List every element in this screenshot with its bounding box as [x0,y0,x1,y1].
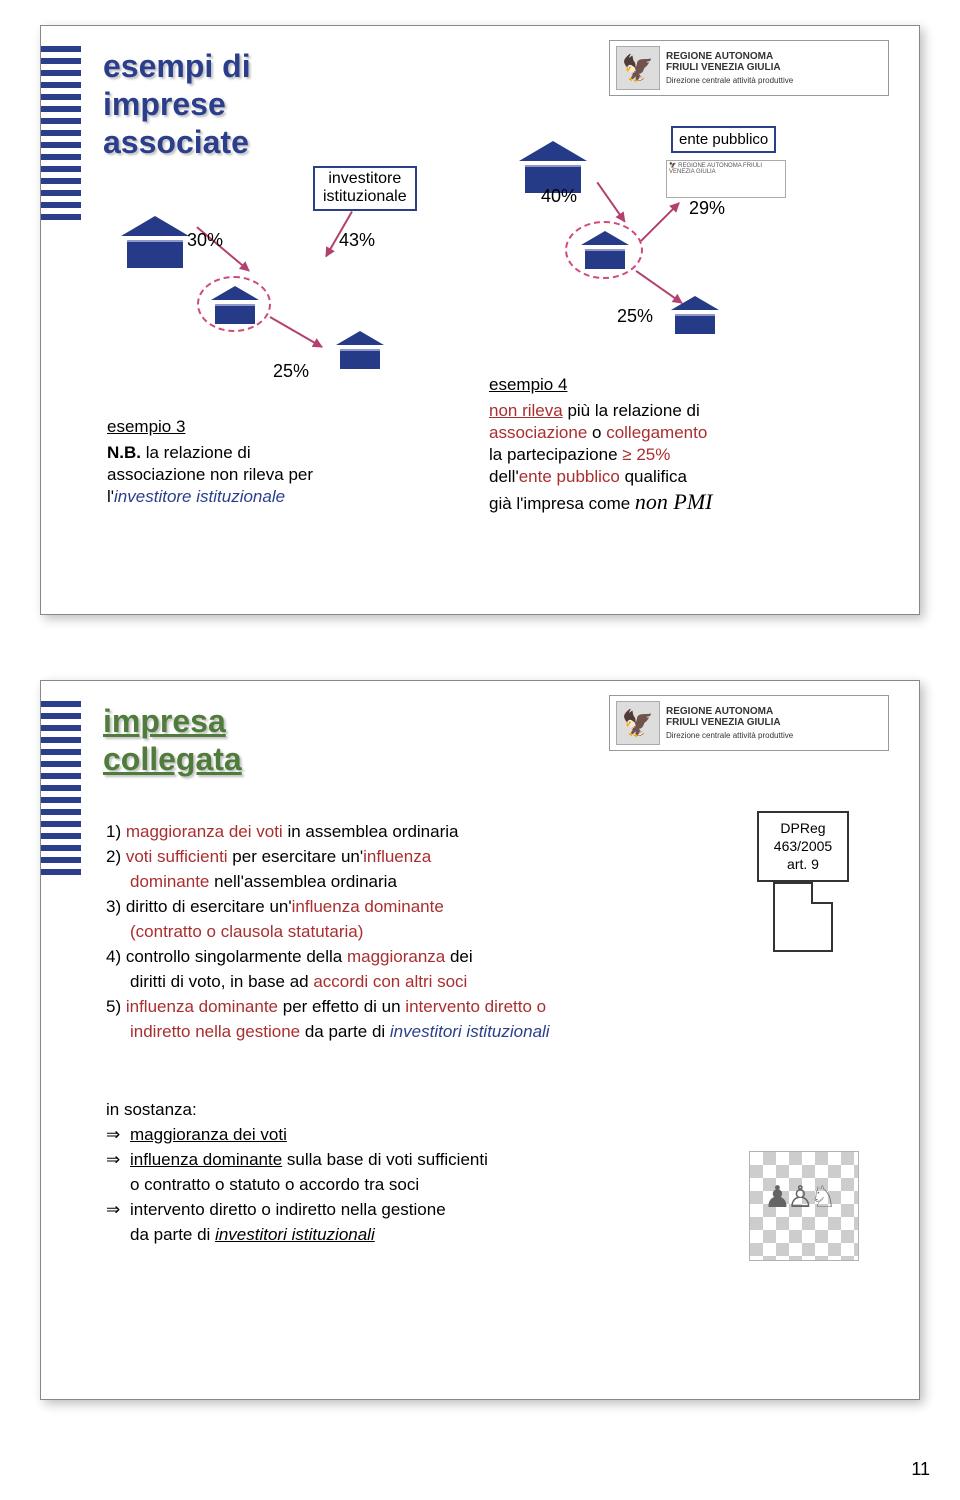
i3d: (contratto o clausola statutaria) [130,922,363,941]
e4-l5a: già l'impresa come [489,494,635,513]
side-stripes [41,681,91,1399]
i2d: influenza [363,847,431,866]
i3c: influenza dominante [292,897,444,916]
e4-l2c: collegamento [606,423,707,442]
esempio3-line3a: l' [107,487,114,506]
i3-num: 3) [106,897,126,916]
i5g: investitori istituzionali [390,1022,550,1041]
arrow-line [635,270,682,304]
slide-2: 🦅 REGIONE AUTONOMA FRIULI VENEZIA GIULIA… [40,680,920,1400]
esempio4-title: esempio 4 [489,374,879,396]
arrow-bullet-icon: ⇒ [106,1124,130,1147]
esempio4-block: esempio 4 non rileva più la relazione di… [489,374,879,517]
criteria-list: 1) maggioranza dei voti in assemblea ord… [106,821,876,1045]
arrow-line [270,316,323,348]
investitore-label: investitore istituzionale [313,166,417,211]
esempio3-line3b: investitore istituzionale [114,487,285,506]
logo-line2: FRIULI VENEZIA GIULIA [666,717,781,728]
arrow-line [596,182,625,222]
s2c: o contratto o statuto o accordo tra soci [130,1175,419,1194]
esempio3-line2: associazione non rileva per [107,465,313,484]
i5-num: 5) [106,997,126,1016]
i5d: intervento diretto o [405,997,546,1016]
dashed-oval [197,276,271,332]
pct-40: 40% [541,186,577,207]
esempio3-nb: N.B. [107,443,141,462]
chess-icon [749,1151,859,1261]
ente-pubblico-label: ente pubblico [671,126,776,153]
i4d: dei [445,947,472,966]
i1b: maggioranza dei voti [126,822,283,841]
logo-line3: Direzione centrale attività produttive [666,731,793,740]
pct-25: 25% [617,306,653,327]
esempio3-line1: la relazione di [141,443,251,462]
i5c: per effetto di un [278,997,405,1016]
i5e: indiretto nella gestione [130,1022,300,1041]
slide1-title: esempi di imprese associate [103,48,251,161]
dashed-oval [565,221,643,279]
e4-l3b: ≥ 25% [622,445,670,464]
pct-25: 25% [273,361,309,382]
i4f: accordi con altri soci [313,972,467,991]
sostanza-heading: in sostanza: [106,1099,876,1122]
i4-num: 4) [106,947,126,966]
i2-num: 2) [106,847,126,866]
house-icon [336,331,384,369]
s3a: intervento diretto o indiretto nella ges… [130,1200,446,1219]
page-number: 11 [911,1459,930,1480]
s2a: influenza dominante [130,1150,282,1169]
slide-1: 🦅 REGIONE AUTONOMA FRIULI VENEZIA GIULIA… [40,25,920,615]
esempio3-title: esempio 3 [107,416,447,438]
s3c: investitori istituzionali [215,1225,375,1244]
s3b: da parte di [130,1225,215,1244]
logo-line2: FRIULI VENEZIA GIULIA [666,62,781,73]
s1: maggioranza dei voti [130,1125,287,1144]
i2f: nell'assemblea ordinaria [209,872,397,891]
i3b: diritto di esercitare un' [126,897,292,916]
region-logo: 🦅 REGIONE AUTONOMA FRIULI VENEZIA GIULIA… [609,40,889,96]
i2c: per esercitare un' [228,847,364,866]
region-logo: 🦅 REGIONE AUTONOMA FRIULI VENEZIA GIULIA… [609,695,889,751]
pct-29: 29% [689,198,725,219]
house-icon [121,216,189,268]
i2b: voti sufficienti [126,847,228,866]
esempio3-block: esempio 3 N.B. la relazione di associazi… [107,416,447,508]
e4-l3a: la partecipazione [489,445,622,464]
logo-line3: Direzione centrale attività produttive [666,76,793,85]
arrow-line [640,202,680,242]
e4-l2b: o [587,423,606,442]
i5b: influenza dominante [126,997,278,1016]
logo-line1: REGIONE AUTONOMA [666,51,773,62]
side-stripes [41,26,91,614]
i4e: diritti di voto, in base ad [130,972,313,991]
e4-l4a: dell' [489,467,519,486]
pct-30: 30% [187,230,223,251]
arrow-bullet-icon: ⇒ [106,1149,130,1172]
arrow-bullet-icon: ⇒ [106,1199,130,1222]
e4-l1b: più la relazione di [563,401,700,420]
e4-l4b: ente pubblico [519,467,620,486]
i5f: da parte di [300,1022,390,1041]
i4b: controllo singolarmente della [126,947,347,966]
eagle-icon: 🦅 [616,46,660,90]
i1c: in assemblea ordinaria [283,822,459,841]
slide2-title: impresa collegata [103,703,242,779]
s2b: sulla base di voti sufficienti [282,1150,488,1169]
i1-num: 1) [106,822,126,841]
pct-43: 43% [339,230,375,251]
eagle-icon: 🦅 [616,701,660,745]
mini-logo: 🦅 REGIONE AUTONOMA FRIULI VENEZIA GIULIA [666,160,786,198]
logo-line1: REGIONE AUTONOMA [666,706,773,717]
e4-l4c: qualifica [620,467,687,486]
e4-l2a: associazione [489,423,587,442]
e4-l1a: non rileva [489,401,563,420]
e4-l5b: non PMI [635,489,713,514]
i4c: maggioranza [347,947,445,966]
i2e: dominante [130,872,209,891]
